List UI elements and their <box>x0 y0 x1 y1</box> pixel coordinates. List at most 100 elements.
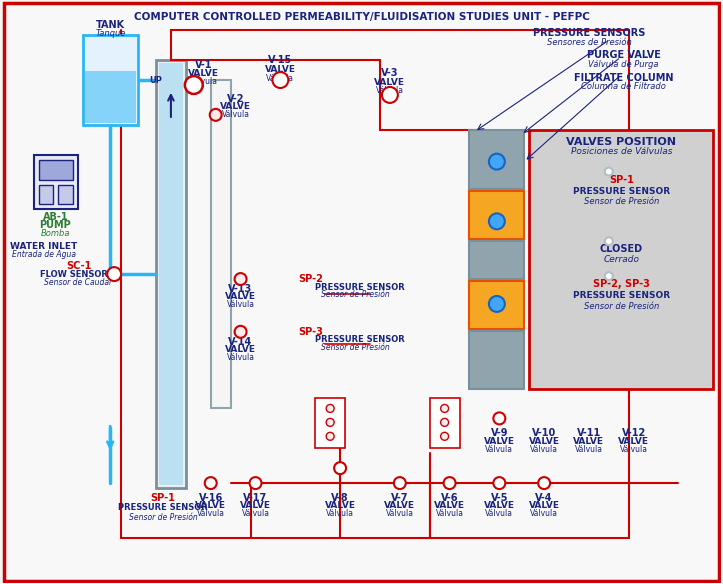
Text: PUMP: PUMP <box>40 220 72 230</box>
Text: TANK: TANK <box>96 20 125 30</box>
Text: VALVE: VALVE <box>325 502 356 510</box>
Text: Válvula: Válvula <box>620 445 648 454</box>
Text: VALVE: VALVE <box>188 68 219 78</box>
Text: PRESSURE SENSOR: PRESSURE SENSOR <box>118 503 208 513</box>
Text: WATER INLET: WATER INLET <box>10 242 77 251</box>
Text: Válvula: Válvula <box>197 509 225 519</box>
Bar <box>38 159 73 179</box>
Text: V-3: V-3 <box>381 68 398 78</box>
Text: VALVE: VALVE <box>265 65 296 74</box>
Bar <box>469 130 524 189</box>
Bar <box>429 398 460 449</box>
Circle shape <box>249 477 262 489</box>
Text: VALVE: VALVE <box>573 437 604 446</box>
Text: Sensor de Presión: Sensor de Presión <box>583 303 659 311</box>
Circle shape <box>493 412 505 425</box>
Text: Sensor de Presión: Sensor de Presión <box>129 513 197 523</box>
Text: VALVE: VALVE <box>434 502 465 510</box>
Text: Válvula: Válvula <box>530 509 558 519</box>
Text: VALVE: VALVE <box>220 102 251 112</box>
Text: Válvula: Válvula <box>266 74 294 82</box>
Text: V-13: V-13 <box>228 284 253 294</box>
Circle shape <box>489 296 505 312</box>
Text: Válvula: Válvula <box>485 445 513 454</box>
Text: VALVE: VALVE <box>225 345 256 354</box>
Text: V-12: V-12 <box>622 428 646 439</box>
Text: V-1: V-1 <box>195 60 213 70</box>
Text: Válvula: Válvula <box>189 77 218 85</box>
Text: Bomba: Bomba <box>40 229 70 238</box>
Bar <box>33 155 78 210</box>
Text: Posiciones de Válvulas: Posiciones de Válvulas <box>570 147 672 156</box>
Circle shape <box>489 154 505 169</box>
Text: VALVE: VALVE <box>375 78 406 86</box>
Bar <box>83 35 138 125</box>
Text: Válvula: Válvula <box>485 509 513 519</box>
Circle shape <box>605 237 613 245</box>
Text: V-2: V-2 <box>227 94 244 104</box>
Circle shape <box>210 109 222 121</box>
Text: VALVE: VALVE <box>385 502 415 510</box>
Text: SP-3: SP-3 <box>298 327 322 337</box>
Text: FILTRATE COLUMN: FILTRATE COLUMN <box>574 73 674 83</box>
Text: CLOSED: CLOSED <box>599 244 643 254</box>
Text: Válvula: Válvula <box>222 110 249 119</box>
Circle shape <box>382 87 398 103</box>
Circle shape <box>493 477 505 489</box>
Text: PRESSURE SENSOR: PRESSURE SENSOR <box>315 283 405 291</box>
Text: SP-1: SP-1 <box>609 175 633 185</box>
Text: PRESSURE SENSOR: PRESSURE SENSOR <box>573 187 669 196</box>
Bar <box>469 281 524 329</box>
Text: V-14: V-14 <box>228 337 253 347</box>
Bar <box>315 398 345 449</box>
Circle shape <box>605 168 613 176</box>
Circle shape <box>326 405 334 412</box>
Text: SP-2: SP-2 <box>298 274 322 284</box>
Text: Sensor de Presión: Sensor de Presión <box>583 197 659 206</box>
Text: V-16: V-16 <box>199 493 223 503</box>
Bar <box>156 60 186 488</box>
Text: SP-1: SP-1 <box>150 493 176 503</box>
Text: Columna de Filtrado: Columna de Filtrado <box>581 82 666 92</box>
Text: Válvula: Válvula <box>386 509 414 519</box>
Bar <box>59 185 73 204</box>
Bar <box>210 80 231 408</box>
Text: Cerrado: Cerrado <box>603 255 639 263</box>
Text: PRESSURE SENSOR: PRESSURE SENSOR <box>315 335 405 345</box>
Circle shape <box>334 462 346 474</box>
Text: VALVE: VALVE <box>195 502 226 510</box>
Text: Tanque: Tanque <box>95 29 126 38</box>
Text: SC-1: SC-1 <box>67 261 92 271</box>
Text: V-17: V-17 <box>244 493 268 503</box>
Circle shape <box>326 432 334 440</box>
Circle shape <box>394 477 406 489</box>
Bar <box>469 192 524 239</box>
Text: VALVE: VALVE <box>240 502 271 510</box>
Circle shape <box>440 418 448 426</box>
Text: V-4: V-4 <box>535 493 553 503</box>
Text: VALVE: VALVE <box>618 437 649 446</box>
Circle shape <box>234 273 247 285</box>
Text: Válvula: Válvula <box>326 509 354 519</box>
Text: Válvula: Válvula <box>530 445 558 454</box>
Text: VALVE: VALVE <box>484 437 515 446</box>
Text: Sensores de Presión: Sensores de Presión <box>547 38 631 47</box>
Text: VALVE: VALVE <box>529 437 560 446</box>
Text: AB-1: AB-1 <box>43 213 68 223</box>
Circle shape <box>440 405 448 412</box>
Bar <box>38 185 54 204</box>
Text: PRESSURE SENSOR: PRESSURE SENSOR <box>573 291 669 301</box>
Text: Sensor de Caudal: Sensor de Caudal <box>44 277 111 287</box>
Text: Sensor de Presión: Sensor de Presión <box>321 343 390 352</box>
Text: Válvula: Válvula <box>575 445 603 454</box>
Circle shape <box>273 72 288 88</box>
Text: VALVES POSITION: VALVES POSITION <box>566 137 676 147</box>
Text: Válvula: Válvula <box>241 509 270 519</box>
Text: V-10: V-10 <box>532 428 556 439</box>
Circle shape <box>234 326 247 338</box>
Circle shape <box>489 213 505 230</box>
Text: Sensor de Presión: Sensor de Presión <box>321 290 390 300</box>
Text: FLOW SENSOR: FLOW SENSOR <box>40 270 108 279</box>
Circle shape <box>538 477 550 489</box>
Text: COMPUTER CONTROLLED PERMEABILITY/FLUIDISATION STUDIES UNIT - PEFPC: COMPUTER CONTROLLED PERMEABILITY/FLUIDIS… <box>134 12 589 22</box>
